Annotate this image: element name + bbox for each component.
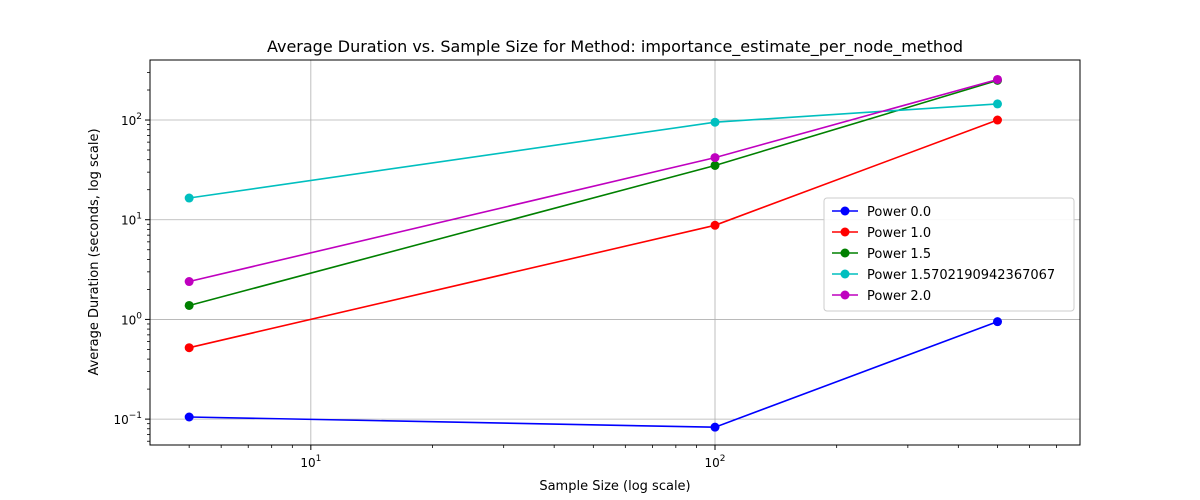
series-3-point-0 xyxy=(184,193,194,203)
series-0-point-2 xyxy=(993,317,1003,327)
series-2-point-0 xyxy=(184,300,194,310)
y-axis-label: Average Duration (seconds, log scale) xyxy=(87,128,102,375)
legend-label-2: Power 1.5 xyxy=(867,247,931,262)
ticks: 101 102 10−1 100 101 102 xyxy=(113,72,1057,470)
legend-marker-4 xyxy=(840,290,850,300)
series-1-point-1 xyxy=(710,220,720,230)
series-layer xyxy=(184,74,1003,432)
legend-label-4: Power 2.0 xyxy=(867,289,931,304)
legend-box xyxy=(823,197,1075,312)
y-tick-label: 102 xyxy=(121,112,142,128)
series-0-point-1 xyxy=(710,422,720,432)
legend: Power 0.0 Power 1.0 Power 1.5 Power 1.57021… xyxy=(823,197,1075,312)
series-4-point-0 xyxy=(184,277,194,287)
legend-marker-2 xyxy=(840,248,850,258)
x-tick-label: 102 xyxy=(704,454,725,470)
plot-frame xyxy=(149,59,1081,446)
series-3-point-2 xyxy=(993,99,1003,109)
series-4-point-2 xyxy=(993,74,1003,84)
series-4-point-1 xyxy=(710,153,720,163)
series-1-point-2 xyxy=(993,115,1003,125)
x-axis-label: Sample Size (log scale) xyxy=(539,479,690,494)
series-2-point-1 xyxy=(710,160,720,170)
legend-label-3: Power 1.5702190942367067 xyxy=(867,268,1055,283)
y-tick-label: 10−1 xyxy=(113,411,142,427)
x-tick-label: 101 xyxy=(300,454,321,470)
legend-marker-1 xyxy=(840,227,850,237)
chart-title: Average Duration vs. Sample Size for Met… xyxy=(267,37,963,57)
legend-marker-0 xyxy=(840,206,850,216)
y-tick-label: 100 xyxy=(121,311,142,327)
series-0-point-0 xyxy=(184,412,194,422)
y-tick-label: 101 xyxy=(121,212,142,228)
legend-label-1: Power 1.0 xyxy=(867,226,931,241)
series-1-point-0 xyxy=(184,343,194,353)
legend-marker-3 xyxy=(840,269,850,279)
series-3-point-1 xyxy=(710,117,720,127)
legend-label-0: Power 0.0 xyxy=(867,205,931,220)
